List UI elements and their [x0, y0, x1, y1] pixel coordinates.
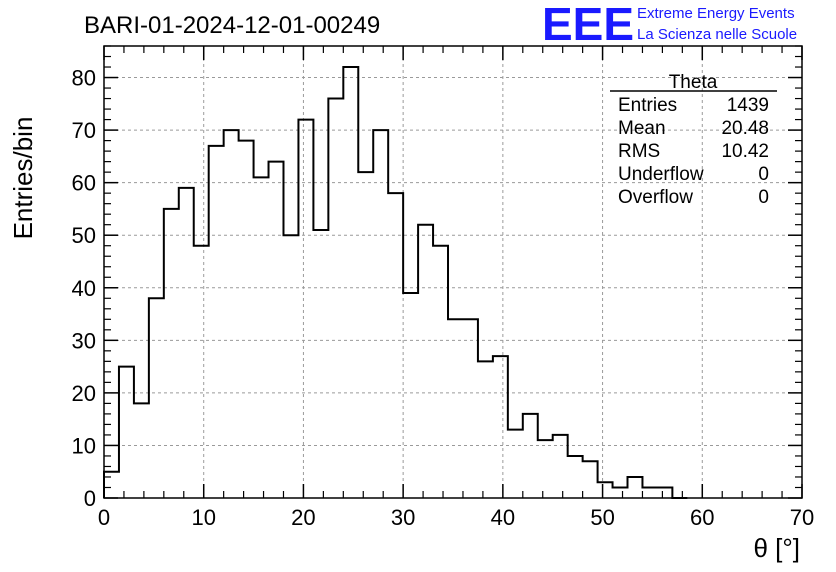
y-axis-label: Entries/bin: [8, 117, 38, 240]
stats-rows: Entries 1439 Mean 20.48 RMS 10.42 Underflow 0 Ov…: [618, 95, 769, 208]
brand-line-2: La Scienza nelle Scuole: [637, 26, 797, 43]
plot-frame: [103, 45, 803, 499]
x-tick-label: 40: [491, 505, 515, 530]
stats-value: 20.48: [721, 118, 769, 139]
stats-box: Theta Entries 1439 Mean 20.48 RMS 10.42 Underf…: [610, 72, 777, 208]
y-tick-label: 50: [72, 223, 96, 248]
axis-ticks: [103, 45, 803, 499]
y-tick-label: 30: [72, 328, 96, 353]
stats-label: Mean: [618, 118, 666, 139]
x-axis-label: θ [°]: [753, 533, 800, 563]
eee-logo-text: EEE: [542, 0, 634, 50]
eee-logo: EEE: [542, 0, 634, 50]
y-tick-labels: 0 10 20 30 40 50 60 70 80: [72, 66, 96, 511]
stats-value: 0: [758, 187, 769, 208]
y-tick-label: 10: [72, 433, 96, 458]
x-tick-labels: 0 10 20 30 40 50 60 70: [98, 505, 814, 530]
y-tick-label: 0: [84, 486, 96, 511]
stats-label: RMS: [618, 141, 660, 162]
x-tick-label: 20: [291, 505, 315, 530]
stats-label: Overflow: [618, 187, 693, 208]
y-tick-label: 60: [72, 171, 96, 196]
y-tick-label: 80: [72, 66, 96, 91]
y-tick-label: 20: [72, 381, 96, 406]
stats-value: 1439: [727, 95, 769, 116]
y-tick-label: 70: [72, 118, 96, 143]
x-tick-label: 70: [790, 505, 814, 530]
x-tick-label: 10: [191, 505, 215, 530]
stats-label: Underflow: [618, 164, 704, 185]
stats-value: 10.42: [721, 141, 769, 162]
stats-title: Theta: [669, 72, 718, 93]
stats-label: Entries: [618, 95, 677, 116]
x-tick-label: 60: [690, 505, 714, 530]
brand-line-1: Extreme Energy Events: [637, 5, 795, 22]
x-tick-label: 30: [391, 505, 415, 530]
x-tick-label: 50: [590, 505, 614, 530]
chart-title: BARI-01-2024-12-01-00249: [84, 12, 380, 39]
histogram-line: [103, 66, 688, 499]
y-tick-label: 40: [72, 276, 96, 301]
stats-value: 0: [758, 164, 769, 185]
grid-lines: [104, 46, 802, 498]
x-tick-label: 0: [98, 505, 110, 530]
